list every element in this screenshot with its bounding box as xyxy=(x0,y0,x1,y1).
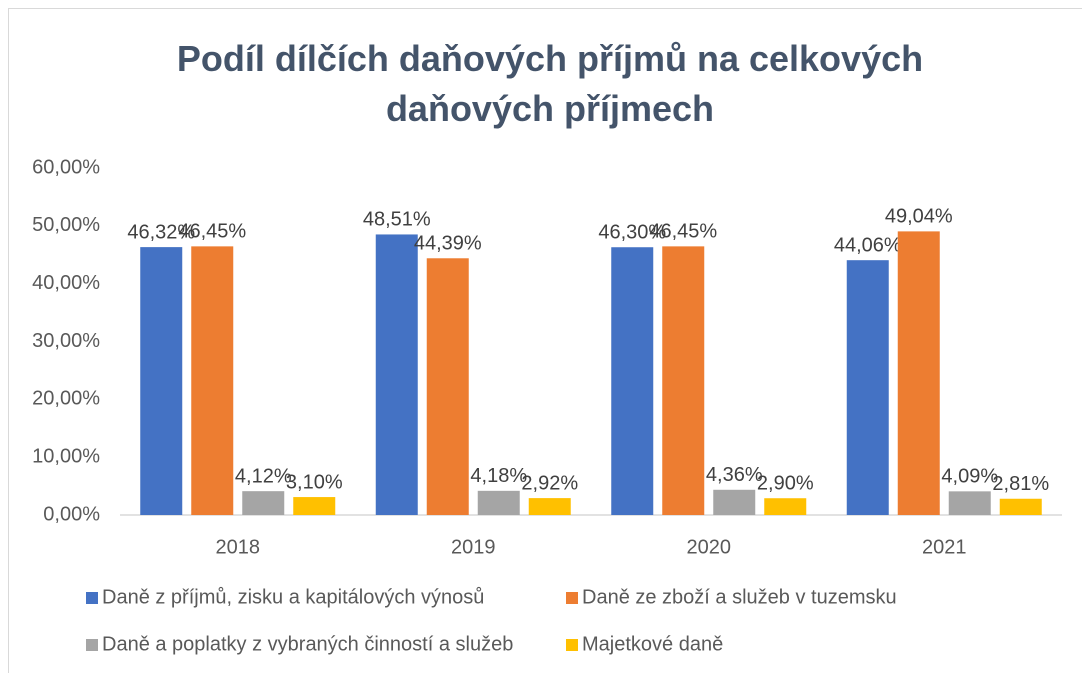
data-label: 4,18% xyxy=(470,465,527,487)
data-label: 46,45% xyxy=(649,221,717,243)
bar xyxy=(897,231,940,516)
legend-label: Daně a poplatky z vybraných činností a s… xyxy=(102,633,513,655)
bar xyxy=(293,497,336,515)
y-tick-label: 0,00% xyxy=(43,503,100,525)
x-tick-label: 2018 xyxy=(216,536,261,558)
legend-label: Daně ze zboží a služeb v tuzemsku xyxy=(582,586,897,608)
data-label: 2,81% xyxy=(992,473,1049,495)
bar xyxy=(662,246,705,515)
data-label: 49,04% xyxy=(885,206,953,228)
chart-title: Podíl dílčích daňových příjmů na celkový… xyxy=(176,38,924,129)
bar xyxy=(140,247,183,515)
legend-swatch xyxy=(566,592,578,604)
legend-label: Majetkové daně xyxy=(582,633,723,655)
bar xyxy=(242,491,285,515)
data-label: 4,36% xyxy=(706,464,763,486)
data-label: 2,90% xyxy=(757,473,814,495)
y-tick-label: 30,00% xyxy=(32,330,100,352)
bar xyxy=(426,258,469,515)
x-tick-label: 2020 xyxy=(687,536,732,558)
bar xyxy=(846,260,889,515)
chart-border xyxy=(8,8,1082,673)
data-label: 44,06% xyxy=(834,234,902,256)
legend-swatch xyxy=(86,639,98,651)
y-tick-label: 10,00% xyxy=(32,445,100,467)
y-tick-label: 40,00% xyxy=(32,272,100,294)
bar xyxy=(999,498,1042,515)
x-tick-label: 2019 xyxy=(451,536,496,558)
bar xyxy=(528,498,571,515)
data-label: 46,45% xyxy=(178,221,246,243)
y-tick-label: 60,00% xyxy=(32,156,100,178)
data-label: 44,39% xyxy=(414,233,482,255)
bar xyxy=(191,246,234,515)
data-label: 46,30% xyxy=(598,222,666,244)
bar xyxy=(611,247,654,515)
y-tick-label: 50,00% xyxy=(32,214,100,236)
bar xyxy=(948,491,991,515)
data-label: 4,09% xyxy=(941,466,998,488)
data-label: 2,92% xyxy=(521,472,578,494)
data-label: 4,12% xyxy=(235,465,292,487)
y-tick-label: 20,00% xyxy=(32,388,100,410)
data-label: 46,32% xyxy=(127,221,195,243)
bar xyxy=(375,234,418,515)
bar xyxy=(764,498,807,515)
data-label: 48,51% xyxy=(363,209,431,231)
legend-label: Daně z příjmů, zisku a kapitálových výno… xyxy=(102,586,484,608)
legend-swatch xyxy=(86,592,98,604)
bar xyxy=(713,489,756,515)
legend-swatch xyxy=(566,639,578,651)
data-label: 3,10% xyxy=(286,471,343,493)
bar xyxy=(477,490,520,515)
x-tick-label: 2021 xyxy=(922,536,967,558)
